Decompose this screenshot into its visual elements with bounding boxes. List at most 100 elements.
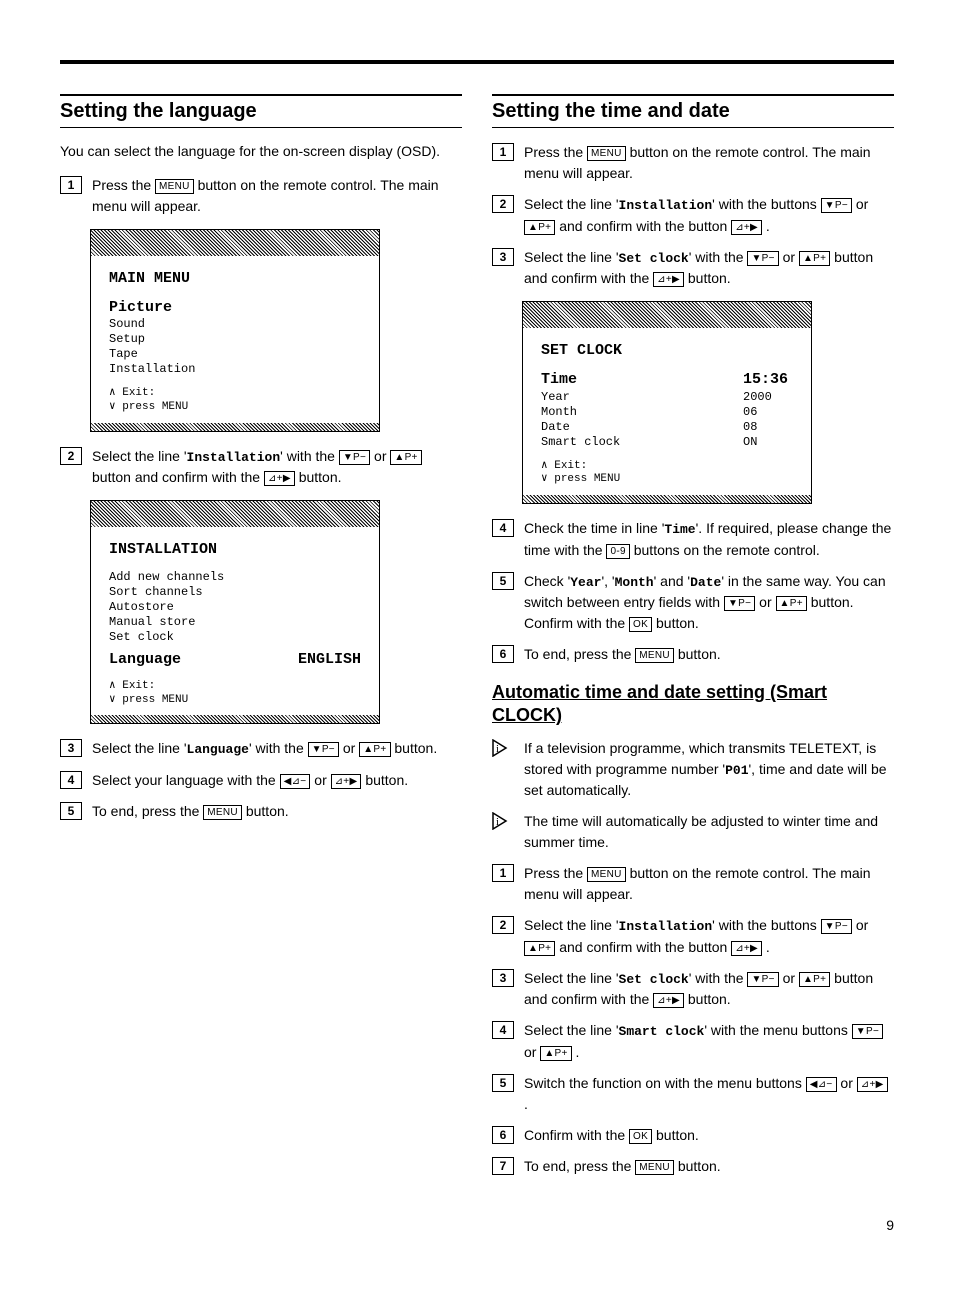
p-down-icon: ▼P− <box>724 596 755 611</box>
osd-title: INSTALLATION <box>109 541 361 560</box>
smart-step-4: 4 Select the line 'Smart clock' with the… <box>492 1020 894 1063</box>
step-2: 2 Select the line 'Installation' with th… <box>60 446 462 489</box>
p-down-icon: ▼P− <box>821 198 852 213</box>
menu-button-icon: MENU <box>203 805 242 820</box>
subsection-title-smart-clock: Automatic time and date setting (Smart C… <box>492 681 894 728</box>
step-body: To end, press the MENU button. <box>92 801 462 822</box>
step-number: 1 <box>492 143 514 161</box>
step-number: 1 <box>60 176 82 194</box>
p-down-icon: ▼P− <box>747 251 778 266</box>
osd-hint: ∧ Exit: ∨ press MENU <box>541 460 793 488</box>
step-body: Switch the function on with the menu but… <box>524 1073 894 1115</box>
osd-row: Year2000 <box>541 390 793 405</box>
step-number: 5 <box>492 1074 514 1092</box>
smart-step-7: 7 To end, press the MENU button. <box>492 1156 894 1177</box>
menu-button-icon: MENU <box>155 179 194 194</box>
osd-item: Sound <box>109 317 361 332</box>
osd-row: Date08 <box>541 420 793 435</box>
step-body: Select the line 'Language' with the ▼P− … <box>92 738 462 760</box>
osd-bottom-texture <box>91 715 379 723</box>
step-body: Press the MENU button on the remote cont… <box>92 175 462 217</box>
digits-icon: 0-9 <box>606 544 629 559</box>
step-body: Select your language with the ◀⊿− or ⊿+▶… <box>92 770 462 791</box>
step-number: 3 <box>492 248 514 266</box>
menu-button-icon: MENU <box>587 146 626 161</box>
step-body: Press the MENU button on the remote cont… <box>524 863 894 905</box>
info-body: If a television programme, which transmi… <box>524 738 894 802</box>
smart-step-3: 3 Select the line 'Set clock' with the ▼… <box>492 968 894 1011</box>
step-1: 1 Press the MENU button on the remote co… <box>492 142 894 184</box>
step-body: Select the line 'Set clock' with the ▼P−… <box>524 968 894 1011</box>
step-number: 2 <box>60 447 82 465</box>
step-number: 5 <box>60 802 82 820</box>
page-top-rule <box>60 60 894 64</box>
osd-top-texture <box>91 501 379 527</box>
right-plus-icon: ⊿+▶ <box>731 941 762 956</box>
smart-step-1: 1 Press the MENU button on the remote co… <box>492 863 894 905</box>
step-number: 4 <box>492 519 514 537</box>
page-number: 9 <box>60 1217 894 1233</box>
osd-set-clock: SET CLOCK Time15:36 Year2000 Month06 Dat… <box>522 301 812 504</box>
p-down-icon: ▼P− <box>308 742 339 757</box>
osd-bottom-texture <box>523 495 811 503</box>
step-body: Select the line 'Installation' with the … <box>524 915 894 958</box>
osd-row: Time15:36 <box>541 371 793 390</box>
p-up-icon: ▲P+ <box>524 220 555 235</box>
right-plus-icon: ⊿+▶ <box>331 774 362 789</box>
osd-highlight-row: Language ENGLISH <box>109 651 361 670</box>
ok-button-icon: OK <box>629 617 652 632</box>
osd-top-texture <box>523 302 811 328</box>
step-number: 4 <box>60 771 82 789</box>
step-body: Select the line 'Set clock' with the ▼P−… <box>524 247 894 290</box>
step-4: 4 Check the time in line 'Time'. If requ… <box>492 518 894 561</box>
p-up-icon: ▲P+ <box>799 251 830 266</box>
osd-row: Month06 <box>541 405 793 420</box>
osd-highlight: Picture <box>109 299 361 318</box>
step-number: 2 <box>492 195 514 213</box>
p-down-icon: ▼P− <box>821 919 852 934</box>
step-4: 4 Select your language with the ◀⊿− or ⊿… <box>60 770 462 791</box>
osd-item: Installation <box>109 362 361 377</box>
intro-text: You can select the language for the on-s… <box>60 142 462 161</box>
smart-step-6: 6 Confirm with the OK button. <box>492 1125 894 1146</box>
step-number: 3 <box>492 969 514 987</box>
step-2: 2 Select the line 'Installation' with th… <box>492 194 894 237</box>
osd-hint: ∧ Exit: ∨ press MENU <box>109 680 361 708</box>
osd-installation: INSTALLATION Add new channels Sort chann… <box>90 500 380 724</box>
osd-row: Smart clockON <box>541 435 793 450</box>
p-up-icon: ▲P+ <box>359 742 390 757</box>
osd-item: Add new channels <box>109 570 361 585</box>
p-up-icon: ▲P+ <box>524 941 555 956</box>
step-body: Check the time in line 'Time'. If requir… <box>524 518 894 561</box>
step-body: Press the MENU button on the remote cont… <box>524 142 894 184</box>
info-body: The time will automatically be adjusted … <box>524 811 894 853</box>
right-plus-icon: ⊿+▶ <box>653 993 684 1008</box>
step-body: Select the line 'Smart clock' with the m… <box>524 1020 894 1063</box>
step-3: 3 Select the line 'Set clock' with the ▼… <box>492 247 894 290</box>
osd-top-texture <box>91 230 379 256</box>
smart-step-5: 5 Switch the function on with the menu b… <box>492 1073 894 1115</box>
svg-text:i: i <box>496 743 499 755</box>
step-5: 5 Check 'Year', 'Month' and 'Date' in th… <box>492 571 894 635</box>
step-3: 3 Select the line 'Language' with the ▼P… <box>60 738 462 760</box>
info-icon: i <box>492 812 514 830</box>
osd-item: Autostore <box>109 600 361 615</box>
left-column: Setting the language You can select the … <box>60 94 462 1187</box>
step-number: 3 <box>60 739 82 757</box>
two-column-layout: Setting the language You can select the … <box>60 94 894 1187</box>
p-up-icon: ▲P+ <box>390 450 421 465</box>
right-plus-icon: ⊿+▶ <box>264 471 295 486</box>
osd-title: MAIN MENU <box>109 270 361 289</box>
step-5: 5 To end, press the MENU button. <box>60 801 462 822</box>
p-down-icon: ▼P− <box>747 972 778 987</box>
step-body: Confirm with the OK button. <box>524 1125 894 1146</box>
info-note-1: i If a television programme, which trans… <box>492 738 894 802</box>
right-plus-icon: ⊿+▶ <box>731 220 762 235</box>
right-column: Setting the time and date 1 Press the ME… <box>492 94 894 1187</box>
p-up-icon: ▲P+ <box>776 596 807 611</box>
osd-item: Tape <box>109 347 361 362</box>
osd-item: Set clock <box>109 630 361 645</box>
osd-body: SET CLOCK Time15:36 Year2000 Month06 Dat… <box>523 328 811 495</box>
osd-title: SET CLOCK <box>541 342 793 361</box>
step-1: 1 Press the MENU button on the remote co… <box>60 175 462 217</box>
